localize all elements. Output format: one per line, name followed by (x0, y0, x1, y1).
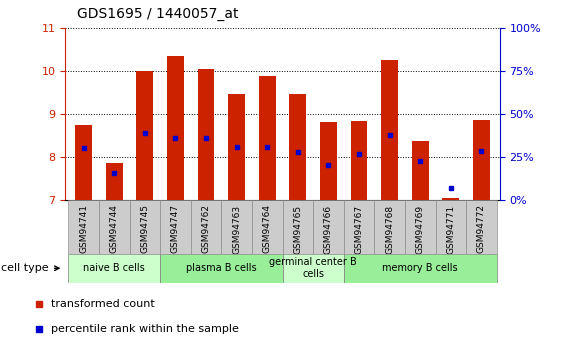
Text: GDS1695 / 1440057_at: GDS1695 / 1440057_at (77, 7, 238, 21)
Bar (160, 200, 191, 254)
Text: GSM94771: GSM94771 (446, 204, 456, 254)
Bar (106, 164, 123, 200)
Bar (252, 200, 283, 254)
Text: GSM94767: GSM94767 (354, 204, 364, 254)
Bar (99, 200, 130, 254)
Text: GSM94741: GSM94741 (79, 204, 88, 253)
Bar (320, 122, 337, 200)
Bar (130, 200, 160, 254)
Bar (436, 200, 466, 254)
Text: GSM94766: GSM94766 (324, 204, 333, 254)
Bar (374, 200, 405, 254)
Bar (381, 60, 398, 200)
Text: cell type: cell type (1, 263, 59, 273)
Bar (259, 76, 275, 200)
Text: GSM94768: GSM94768 (385, 204, 394, 254)
Bar (313, 200, 344, 254)
Bar (344, 200, 374, 254)
Text: GSM94745: GSM94745 (140, 204, 149, 253)
Text: GSM94765: GSM94765 (294, 204, 302, 254)
Bar (473, 120, 490, 200)
Text: germinal center B
cells: germinal center B cells (269, 257, 357, 279)
Text: GSM94744: GSM94744 (110, 204, 119, 253)
Bar (167, 57, 184, 200)
Text: memory B cells: memory B cells (382, 263, 458, 273)
Bar (290, 95, 306, 200)
Bar (160, 254, 283, 283)
Text: percentile rank within the sample: percentile rank within the sample (52, 324, 239, 334)
Bar (136, 71, 153, 200)
Text: plasma B cells: plasma B cells (186, 263, 257, 273)
Bar (283, 200, 313, 254)
Bar (191, 200, 222, 254)
Text: naive B cells: naive B cells (83, 263, 145, 273)
Bar (68, 200, 99, 254)
Bar (350, 121, 367, 200)
Bar (412, 141, 429, 200)
Bar (344, 254, 497, 283)
Bar (76, 125, 92, 200)
Text: GSM94747: GSM94747 (171, 204, 180, 253)
Text: GSM94764: GSM94764 (263, 204, 272, 253)
Bar (442, 198, 460, 200)
Text: GSM94762: GSM94762 (202, 204, 211, 253)
Bar (198, 69, 215, 200)
Bar (466, 200, 497, 254)
Bar (222, 200, 252, 254)
Text: transformed count: transformed count (52, 299, 155, 309)
Text: GSM94772: GSM94772 (477, 204, 486, 253)
Bar (68, 254, 160, 283)
Text: GSM94769: GSM94769 (416, 204, 425, 254)
Text: GSM94763: GSM94763 (232, 204, 241, 254)
Bar (283, 254, 344, 283)
Bar (405, 200, 436, 254)
Bar (228, 95, 245, 200)
